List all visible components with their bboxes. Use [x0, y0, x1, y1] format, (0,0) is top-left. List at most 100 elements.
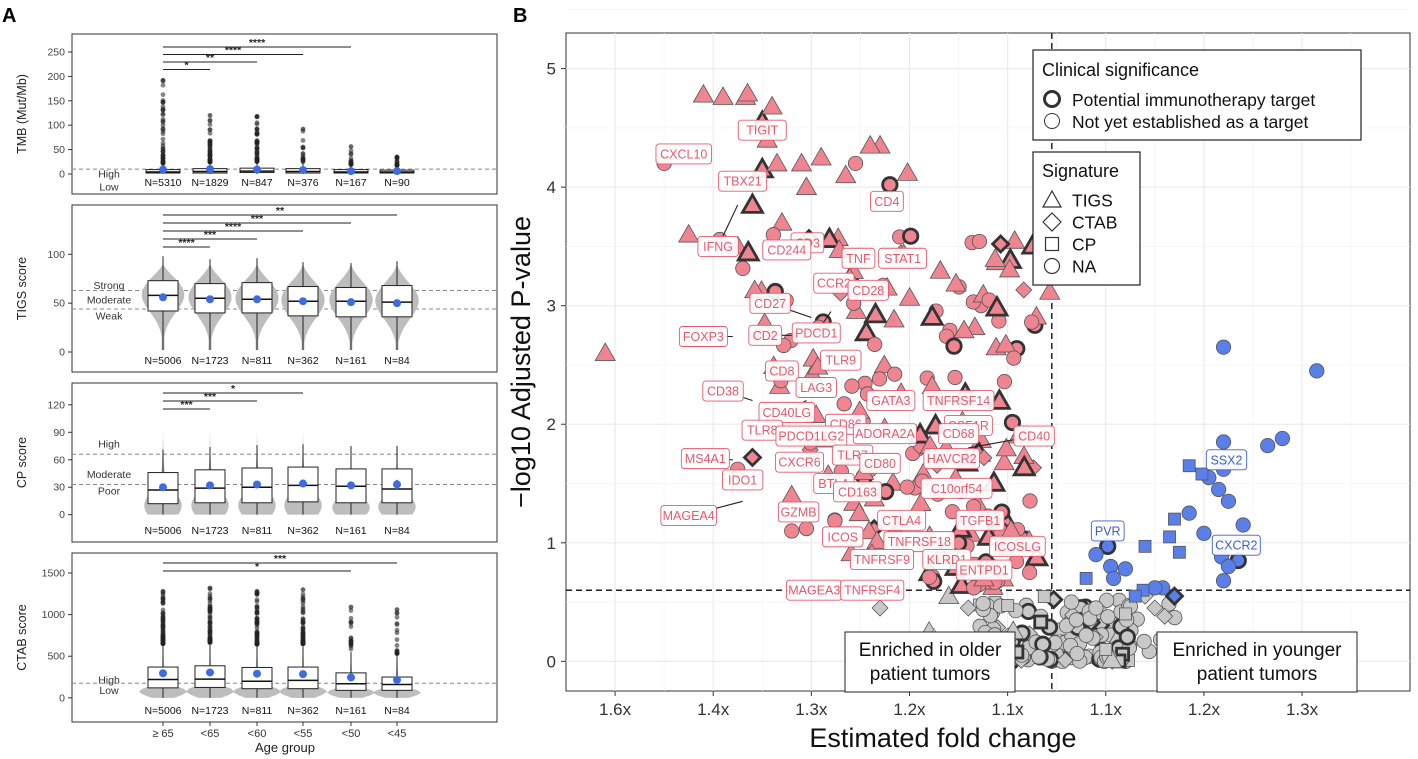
outlier-point	[394, 627, 400, 633]
group-2: N=811	[233, 588, 281, 717]
gene-label-tlr9: TLR9	[820, 349, 862, 371]
gene-label-cd40: CD40	[968, 425, 1055, 449]
outlier-point	[254, 611, 260, 617]
group-4: N=167	[333, 144, 369, 189]
outlier-point	[160, 626, 166, 632]
legend-item: TIGS	[1072, 191, 1113, 211]
y-tick-label: 500	[47, 651, 65, 663]
gene-label-box	[758, 401, 816, 423]
annotation-younger: Enriched in younger patient tumors	[1156, 631, 1358, 693]
mean-point	[393, 675, 401, 684]
point-na	[1088, 547, 1104, 563]
gene-label-cd40lg: CD40LG	[758, 400, 816, 423]
group-n-label: N=5006	[144, 705, 181, 717]
threshold-label: Weak	[96, 310, 123, 322]
outlier-point	[300, 159, 306, 165]
point-na	[947, 369, 963, 386]
point-tigs	[594, 342, 616, 362]
gene-label-box	[923, 448, 980, 470]
point-na	[871, 371, 888, 387]
gene-label-text: IDO1	[728, 473, 757, 487]
mean-point	[206, 295, 214, 304]
gene-label-box	[849, 548, 915, 570]
gene-label-cd244: CD244	[762, 239, 812, 261]
threshold-label: Strong	[94, 280, 125, 292]
group-n-label: N=376	[287, 177, 318, 189]
x-tick-label: 1.6x	[599, 700, 632, 719]
point-na	[1260, 437, 1276, 454]
legend-item: CP	[1072, 235, 1096, 255]
outlier-point	[348, 619, 354, 625]
point-na	[1118, 628, 1136, 646]
outlier-point	[160, 637, 166, 643]
point-na	[798, 520, 815, 537]
mean-point	[299, 166, 307, 175]
legend-clinical-significance: Clinical significance Potential immunothe…	[1032, 49, 1362, 141]
y-tick-label: 0	[59, 169, 65, 181]
gene-label-text: TLR8	[747, 424, 778, 438]
gene-label-text: PDCD1LG2	[778, 430, 844, 444]
outlier-point	[160, 116, 166, 122]
group-n-label: N=811	[242, 355, 273, 367]
gene-label-tnfrsf4: TNFRSF4	[840, 579, 905, 601]
group-n-label: N=811	[242, 525, 273, 537]
outlier-point	[254, 126, 260, 132]
outlier-point	[160, 104, 166, 109]
point-na	[1063, 594, 1080, 610]
gene-label-text: CD40	[1018, 430, 1050, 444]
gene-label-text: CD80	[864, 457, 896, 471]
point-tigs	[771, 211, 793, 231]
point-tigs	[995, 437, 1017, 457]
gene-label-cd8: CD8	[765, 360, 799, 382]
subpanel-frame	[71, 33, 498, 195]
outlier-point	[254, 615, 260, 621]
point-tigs	[790, 152, 813, 172]
point-na	[1215, 339, 1232, 355]
gene-label-gzmb: GZMB	[777, 501, 820, 523]
outlier-point	[300, 620, 306, 626]
gene-label-box	[660, 505, 717, 526]
outlier-point	[160, 140, 166, 146]
gene-label-c10orf54: C10orf54	[920, 477, 993, 499]
outlier-point	[348, 161, 354, 167]
group-5: N=84	[375, 261, 419, 367]
mean-point	[206, 481, 214, 490]
annotation-text: Enriched in younger	[1173, 640, 1343, 661]
gene-label-box	[775, 451, 825, 473]
gene-label-cd163: CD163	[833, 481, 882, 503]
point-na	[945, 337, 963, 355]
subpanel-frame	[71, 204, 498, 373]
group-n-label: N=362	[287, 705, 318, 717]
gene-label-text: LAG3	[800, 381, 832, 395]
outlier-point	[160, 107, 166, 113]
point-na	[971, 233, 988, 250]
gene-label-cxcr2: CXCR2	[1211, 534, 1261, 556]
outlier-point	[300, 591, 306, 597]
point-tigs	[863, 301, 888, 324]
point-na	[887, 366, 903, 382]
outlier-point	[348, 144, 354, 150]
point-tigs	[712, 86, 734, 105]
outlier-point	[160, 92, 166, 98]
point-na	[1088, 600, 1104, 616]
annotation-text: patient tumors	[1197, 664, 1317, 685]
outlier-point	[207, 130, 213, 136]
outlier-point	[300, 609, 306, 615]
outlier-point	[160, 155, 166, 161]
group-1: N=1829	[191, 113, 229, 189]
outlier-point	[348, 608, 354, 613]
significance-label: **	[206, 52, 215, 64]
gene-label-box	[762, 239, 812, 261]
outlier-point	[348, 156, 354, 161]
legend-item: Potential immunotherapy target	[1072, 90, 1315, 110]
point-na	[784, 523, 800, 539]
outlier-point	[207, 159, 213, 165]
point-na	[1196, 525, 1212, 541]
point-tigs	[810, 146, 832, 166]
y-tick-label: 120	[47, 399, 65, 411]
gene-label-box	[791, 322, 841, 344]
gene-label-havcr2: HAVCR2	[923, 448, 980, 470]
gene-label-box	[870, 190, 904, 212]
group-n-label: N=1723	[191, 355, 228, 367]
gene-label-box	[697, 235, 739, 257]
